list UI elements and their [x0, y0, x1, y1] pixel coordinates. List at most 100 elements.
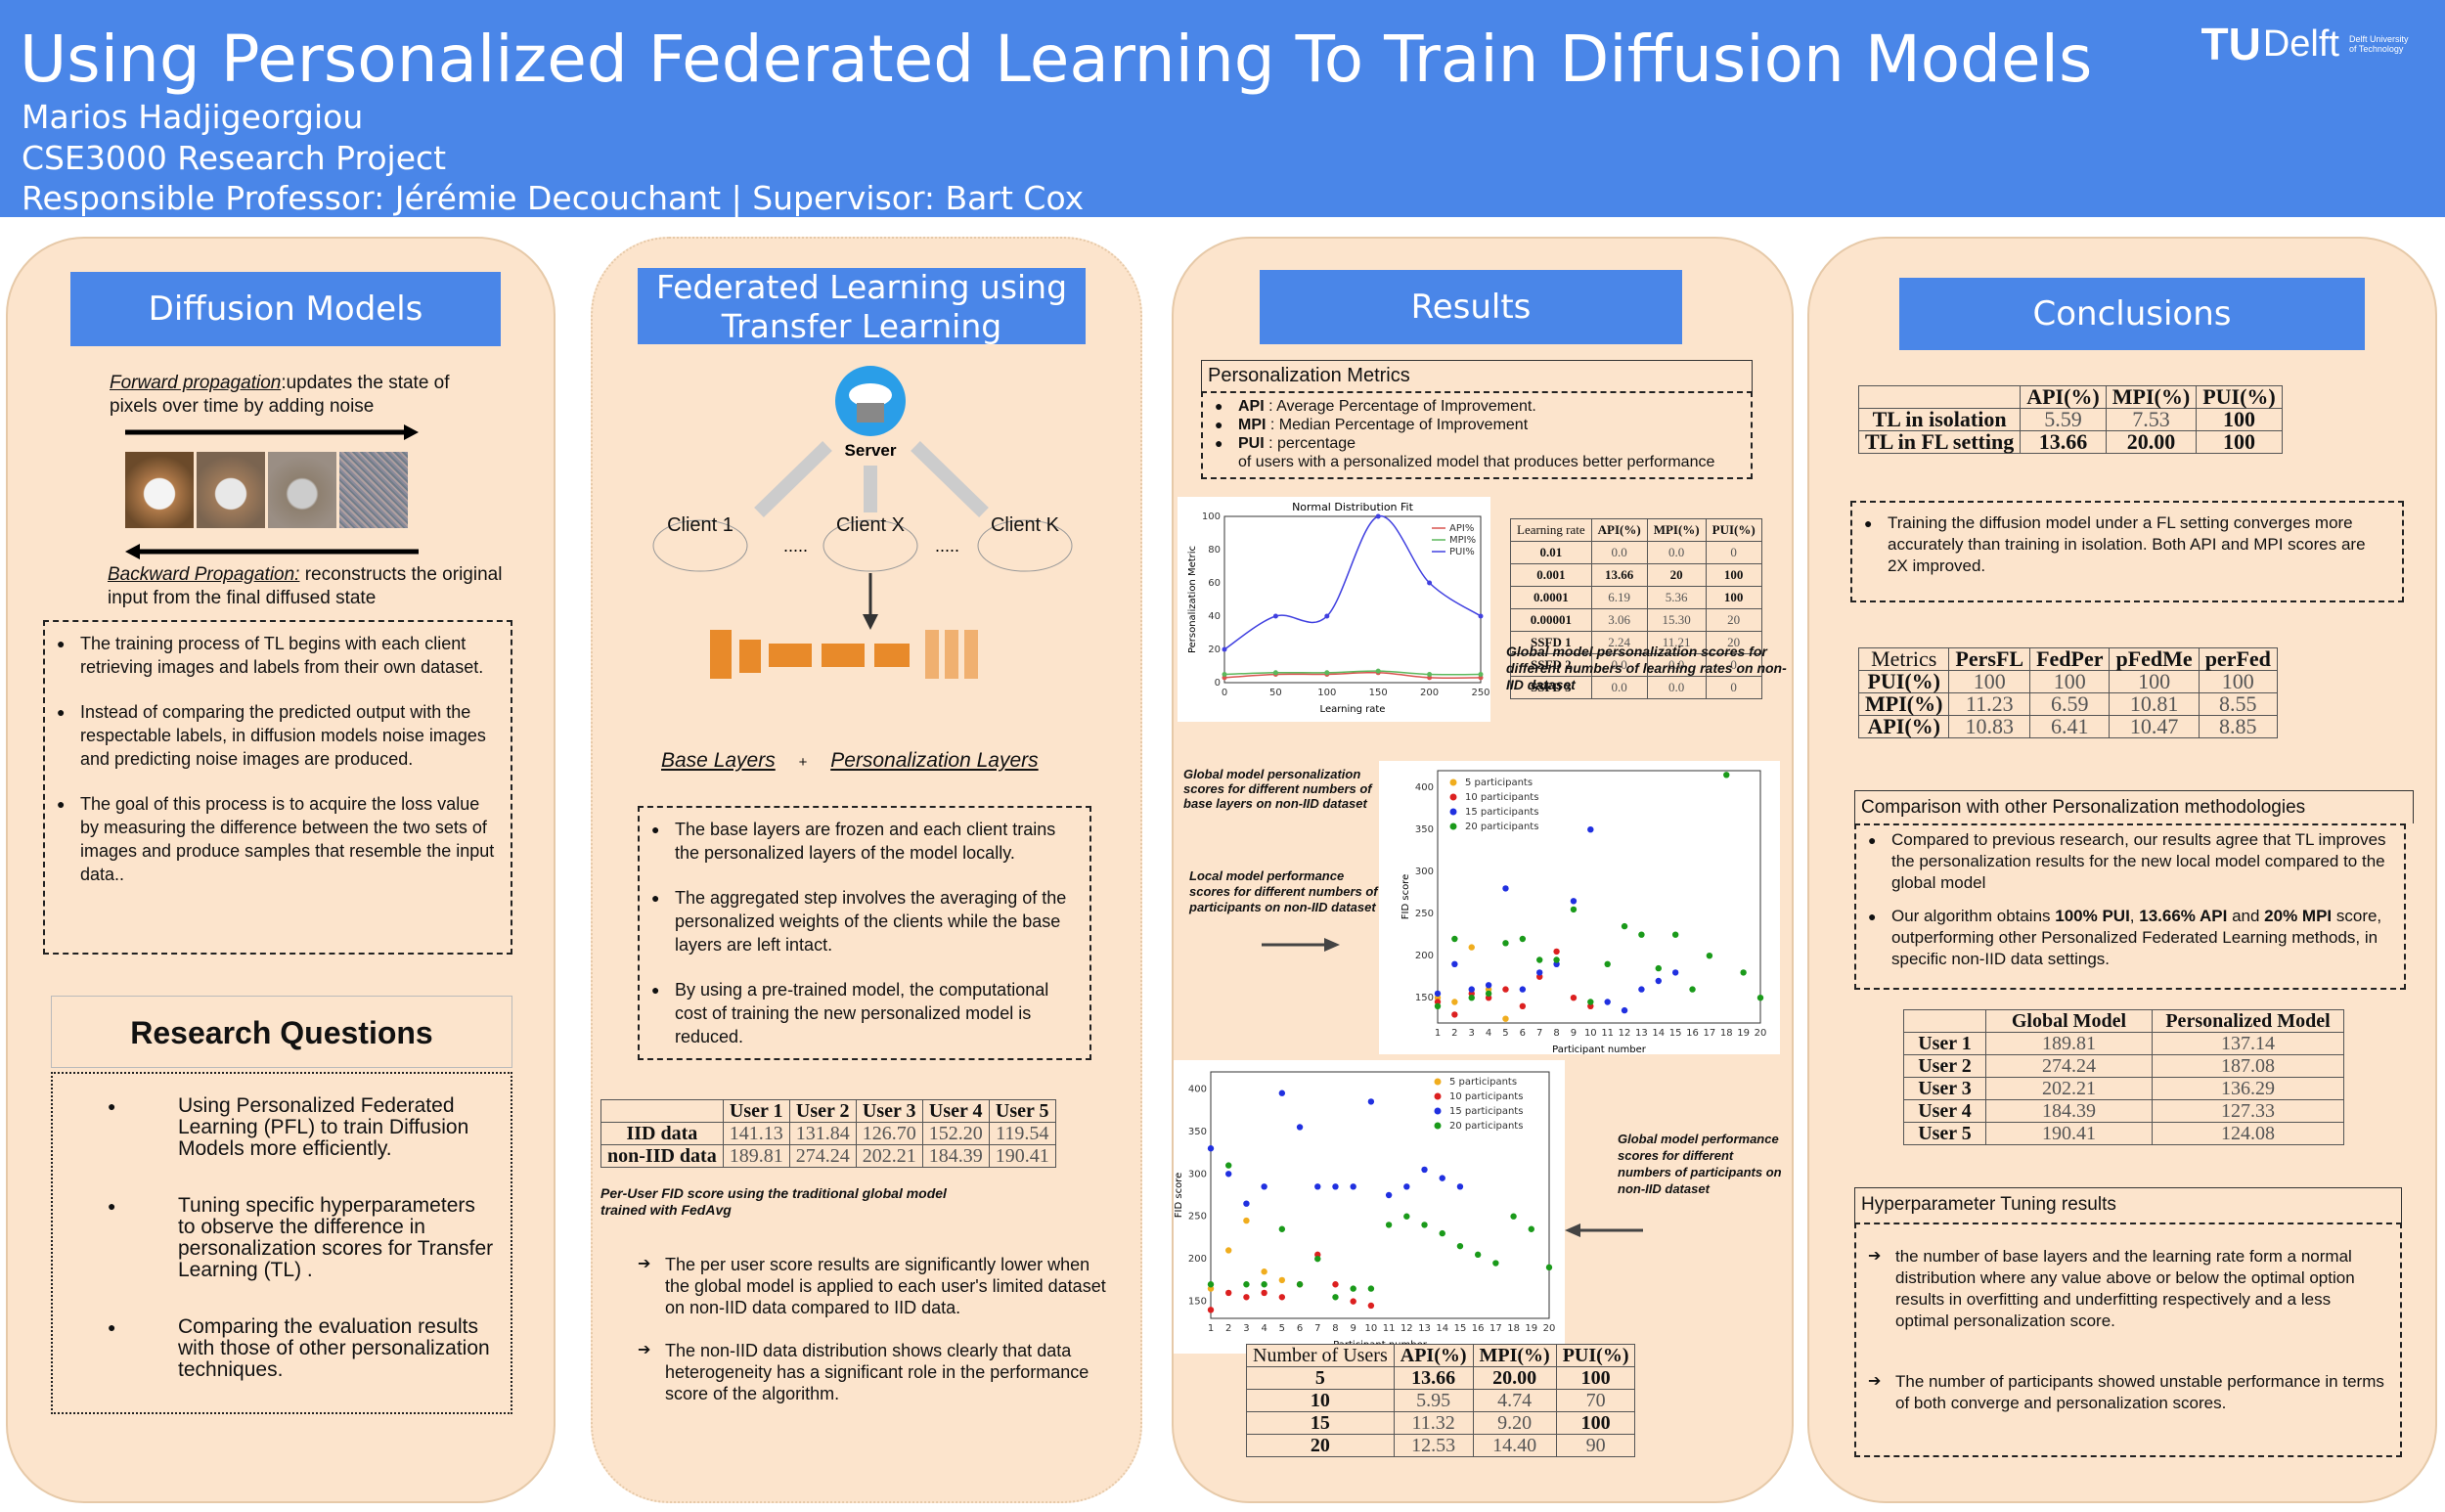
scatter-point	[1439, 1229, 1445, 1237]
x-tick-label: 13	[1418, 1323, 1431, 1334]
x-tick-label: 13	[1635, 1028, 1648, 1039]
y-tick-label: 20	[1208, 645, 1221, 655]
fl-banner: Federated Learning using Transfer Learni…	[638, 268, 1086, 345]
poster-title: Using Personalized Federated Learning To…	[20, 22, 2093, 97]
tl-conclusion-box: Training the diffusion model under a FL …	[1850, 501, 2404, 602]
pm-pui-extra: of users with a personalized model that …	[1238, 454, 1715, 470]
scatter-point	[1756, 995, 1764, 1001]
tl-conclusion: Training the diffusion model under a FL …	[1864, 512, 2390, 577]
pm-mpi: MPI : Median Percentage of Improvement	[1215, 416, 1739, 434]
scatter-point	[1689, 986, 1696, 993]
research-questions-title: Research Questions	[51, 996, 512, 1068]
process-bullet: Instead of comparing the predicted outpu…	[57, 700, 499, 771]
y-tick-label: 200	[1188, 1254, 1207, 1265]
backward-arrow-icon	[125, 544, 419, 559]
x-tick-label: 8	[1332, 1323, 1338, 1334]
rq-item: Using Personalized Federated Learning (P…	[108, 1095, 495, 1160]
scatter-point	[1723, 772, 1730, 778]
scatter-point	[1385, 1222, 1393, 1228]
legend-swatch	[1449, 823, 1457, 830]
scatter-point	[1403, 1213, 1410, 1220]
scatter-point	[1671, 931, 1679, 938]
scatter-point	[1278, 1294, 1286, 1301]
y-tick-label: 250	[1188, 1212, 1207, 1223]
tl-process-box: The training process of TL begins with e…	[43, 620, 512, 955]
scatter-point	[1439, 1175, 1445, 1181]
hyperparameter-title: Hyperparameter Tuning results	[1854, 1187, 2402, 1223]
x-tick-label: 5	[1279, 1323, 1285, 1334]
y-axis-label: Personalization Metric	[1187, 546, 1198, 653]
data-point	[1478, 613, 1484, 619]
scatter-point	[1332, 1183, 1339, 1190]
y-axis-label: FID score	[1400, 874, 1411, 919]
layers-caption: Base Layers + Personalization Layers	[661, 749, 1039, 772]
x-tick-label: 8	[1553, 1028, 1559, 1039]
data-point	[1222, 672, 1227, 677]
x-tick-label: 9	[1571, 1028, 1577, 1039]
x-tick-label: 11	[1383, 1323, 1396, 1334]
data-point	[1375, 513, 1381, 519]
x-tick-label: 200	[1420, 688, 1439, 698]
y-tick-label: 80	[1208, 545, 1221, 556]
y-tick-label: 150	[1188, 1297, 1207, 1308]
scatter-point	[1502, 885, 1509, 892]
forward-propagation-text: Forward propagation:updates the state of…	[110, 373, 450, 417]
x-tick-label: 7	[1314, 1323, 1320, 1334]
scatter-point	[1553, 956, 1560, 963]
y-tick-label: 400	[1415, 782, 1434, 793]
scatter-point	[1332, 1281, 1339, 1288]
scatter-point	[1456, 1242, 1464, 1250]
legend-swatch	[1434, 1078, 1442, 1086]
scatter-point	[1451, 960, 1458, 967]
x-tick-label: 150	[1369, 688, 1388, 698]
scatter-point	[1485, 990, 1492, 998]
observation-item: The per user score results are significa…	[638, 1254, 1107, 1318]
legend-entry: 15 participants	[1449, 1106, 1523, 1117]
results-banner: Results	[1260, 270, 1682, 344]
y-tick-label: 350	[1188, 1127, 1207, 1137]
scatter-point	[1207, 1145, 1215, 1152]
y-axis-label: FID score	[1174, 1173, 1184, 1218]
legend-entry: 15 participants	[1465, 807, 1538, 818]
legend-swatch	[1434, 1092, 1442, 1100]
x-tick-label: 17	[1704, 1028, 1716, 1039]
fl-bullet: The base layers are frozen and each clie…	[651, 818, 1078, 865]
rq-item: Comparing the evaluation results with th…	[108, 1316, 495, 1381]
x-tick-label: 2	[1225, 1323, 1231, 1334]
scatter-point	[1510, 1213, 1517, 1220]
scatter-point	[1207, 1307, 1215, 1313]
x-tick-label: 9	[1350, 1323, 1356, 1334]
x-tick-label: 11	[1601, 1028, 1614, 1039]
y-tick-label: 350	[1415, 824, 1434, 835]
scatter-point	[1243, 1294, 1250, 1301]
data-point	[1272, 670, 1278, 676]
data-point	[1272, 613, 1278, 619]
pm-api: API : Average Percentage of Improvement.	[1215, 397, 1739, 416]
legend-entry: 5 participants	[1465, 778, 1533, 788]
scatter-point	[1261, 1281, 1267, 1288]
global-vs-personalized-table: Global Model Personalized Model User 1 189…	[1903, 1009, 2344, 1145]
learning-rate-table: Learning rate API(%) MPI(%) PUI(%) 0.01 0.0 0…	[1510, 518, 1762, 699]
scatter-point	[1434, 990, 1442, 998]
scatter-point	[1519, 986, 1527, 993]
y-tick-label: 60	[1208, 578, 1221, 589]
x-tick-label: 50	[1269, 688, 1282, 698]
scatter-point	[1367, 1098, 1375, 1105]
scatter-point	[1604, 960, 1611, 967]
comparison-bullet-2: Our algorithm obtains 100% PUI, 13.66% A…	[1868, 906, 2392, 970]
scatter-point	[1502, 940, 1509, 947]
legend-entry: 10 participants	[1465, 792, 1538, 803]
scatter-point	[1350, 1285, 1356, 1292]
legend-swatch	[1449, 793, 1457, 801]
data-point	[1222, 646, 1227, 652]
scatter-point	[1314, 1183, 1321, 1190]
x-tick-label: 3	[1243, 1323, 1249, 1334]
scatter-point	[1519, 935, 1527, 943]
process-bullet: The training process of TL begins with e…	[57, 632, 499, 679]
scatter-point	[1587, 826, 1594, 833]
rq-item: Tuning specific hyperparameters to obser…	[108, 1195, 495, 1281]
x-tick-label: 19	[1737, 1028, 1750, 1039]
data-point	[1375, 668, 1381, 674]
local-scatter-chart: Participant number FID score 150 200 250 300 3…	[1379, 761, 1780, 1054]
scatter-point	[1638, 986, 1645, 993]
